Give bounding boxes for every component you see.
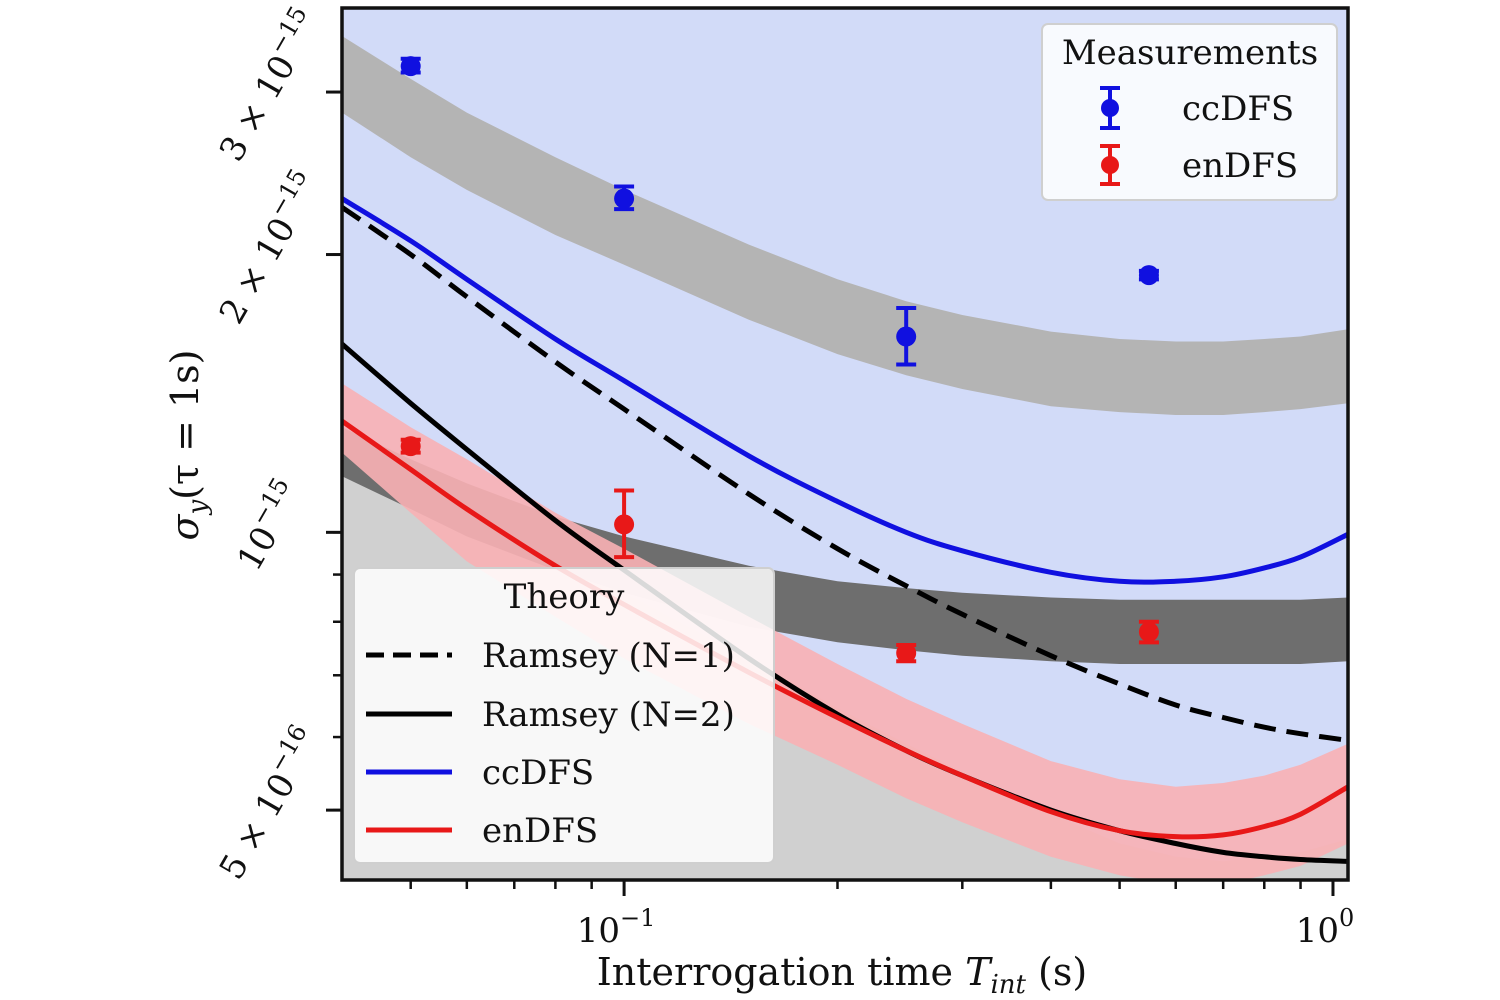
theory-legend-box — [353, 567, 775, 864]
marker — [400, 436, 421, 457]
marker — [1138, 265, 1159, 286]
marker — [1138, 621, 1159, 642]
marker — [614, 514, 635, 535]
x-tick-label: 10−1 — [577, 904, 656, 951]
series-line-ramsey-n-1 — [342, 205, 1348, 743]
legend-label-endfs-theory: enDFS — [482, 811, 598, 851]
measurement-point-endfs-3 — [896, 642, 917, 664]
plot-frame — [340, 6, 1350, 882]
theory-legend: Theory Ramsey (N=1) Ramsey (N=2) ccDFS e… — [353, 567, 775, 864]
measurement-point-endfs-2 — [614, 488, 635, 560]
measurements-legend-title: Measurements — [1062, 33, 1318, 73]
x-tick-label: 100 — [1296, 904, 1355, 951]
measurement-point-endfs-4 — [1138, 619, 1159, 645]
x-axis-label: Interrogation time Tint (s) — [597, 950, 1087, 1000]
measurement-point-ccdfs-2 — [614, 184, 635, 212]
measurements-legend: Measurements ccDFS enDFS — [1041, 23, 1338, 201]
legend-label-ramsey-n2: Ramsey (N=2) — [482, 695, 735, 735]
legend-marker-endfs — [1100, 144, 1120, 186]
measurement-point-ccdfs-4 — [1138, 265, 1159, 286]
measurements-legend-box — [1041, 23, 1338, 201]
marker — [896, 326, 917, 347]
legend-label-ramsey-n1: Ramsey (N=1) — [482, 636, 735, 676]
ccdfs-measurement-band — [342, 36, 1348, 415]
lines-layer — [342, 196, 1348, 864]
measurement-point-endfs-1 — [400, 436, 421, 457]
measurement-point-ccdfs-1 — [400, 56, 421, 77]
legend-label-endfs-measurement: enDFS — [1182, 146, 1298, 186]
endfs-measurement-band — [342, 427, 1348, 664]
y-axis-label: σy(τ = 1s) — [163, 349, 213, 540]
marker — [896, 643, 917, 664]
points-layer — [400, 56, 1159, 664]
y-tick-label: 3 × 10−15 — [206, 1, 330, 168]
legend-label-ccdfs-measurement: ccDFS — [1182, 89, 1294, 129]
y-tick-label: 5 × 10−16 — [206, 719, 330, 886]
y-tick-label: 10−15 — [224, 473, 312, 578]
marker — [400, 56, 421, 77]
marker — [614, 188, 635, 209]
series-line-ccdfs — [342, 196, 1348, 585]
series-line-endfs — [342, 419, 1348, 840]
y-tick-label: 2 × 10−15 — [206, 164, 330, 331]
legend-marker-ccdfs — [1100, 86, 1120, 130]
legend-label-ccdfs-theory: ccDFS — [482, 753, 594, 793]
theory-legend-title: Theory — [504, 577, 625, 617]
measurement-point-ccdfs-3 — [896, 306, 917, 367]
